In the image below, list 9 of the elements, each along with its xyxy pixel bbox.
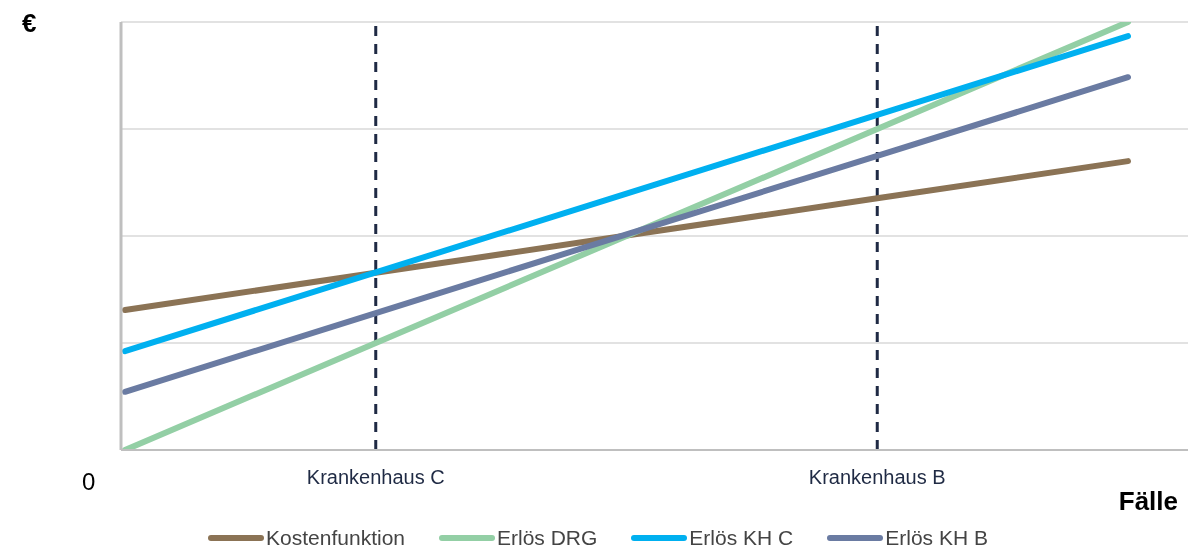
x-tick-label: Krankenhaus C bbox=[306, 466, 445, 489]
legend-label: Erlös KH B bbox=[885, 526, 988, 550]
x-tick-label: Krankenhaus B bbox=[808, 466, 946, 489]
x-axis-title: Fälle bbox=[1118, 486, 1178, 517]
legend-label: Kostenfunktion bbox=[266, 526, 405, 550]
legend-label: Erlös DRG bbox=[497, 526, 598, 550]
legend-label: Erlös KH C bbox=[689, 526, 794, 550]
text: 0 bbox=[82, 468, 96, 496]
y-axis-title: € bbox=[22, 8, 37, 39]
